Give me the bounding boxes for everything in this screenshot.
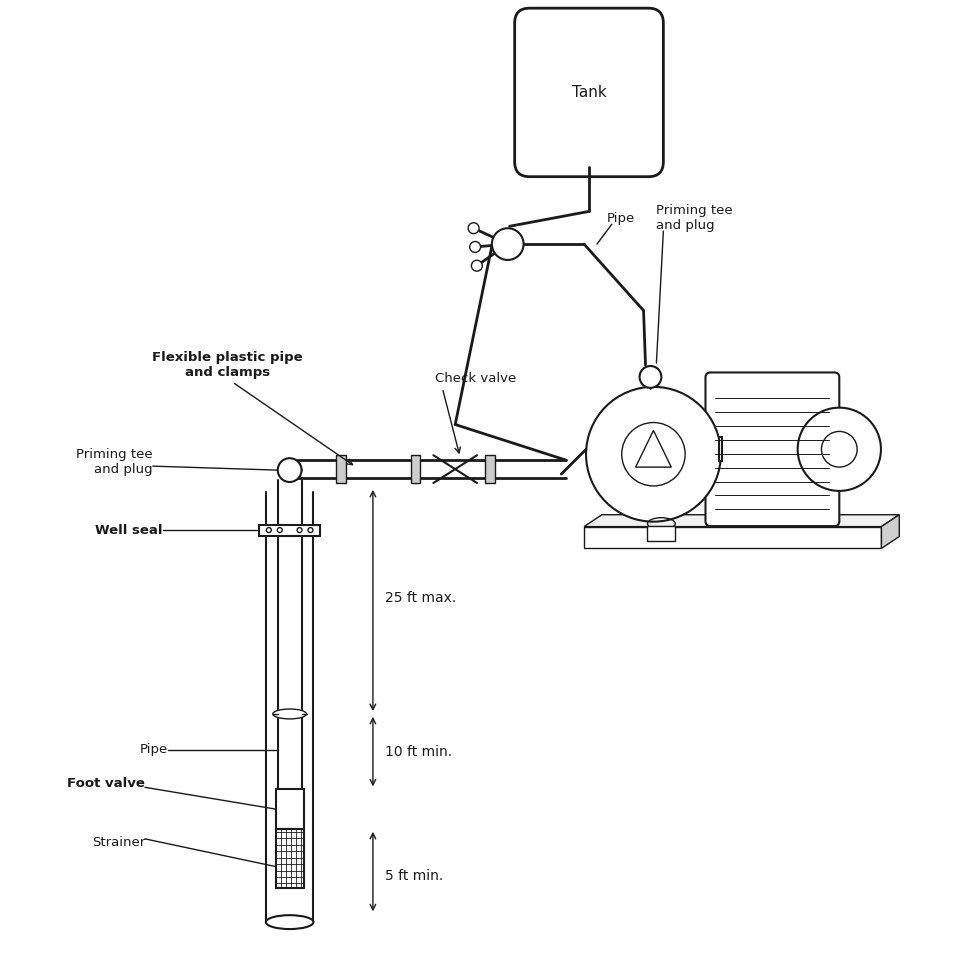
Text: Well seal: Well seal: [95, 523, 163, 537]
Bar: [275, 829, 303, 889]
FancyBboxPatch shape: [514, 8, 662, 176]
Circle shape: [266, 527, 271, 532]
Text: Foot valve: Foot valve: [67, 777, 145, 790]
Circle shape: [308, 527, 313, 532]
Circle shape: [471, 260, 482, 271]
Polygon shape: [881, 515, 899, 549]
Circle shape: [296, 527, 302, 532]
Bar: [647, 525, 675, 542]
Bar: [335, 455, 346, 483]
Bar: [410, 455, 420, 483]
Text: Pipe: Pipe: [139, 743, 168, 756]
Text: Priming tee
and plug: Priming tee and plug: [76, 448, 152, 476]
Bar: [258, 524, 320, 536]
Text: Tank: Tank: [571, 85, 606, 100]
Circle shape: [797, 408, 880, 491]
Circle shape: [468, 223, 478, 233]
Ellipse shape: [273, 709, 306, 719]
Circle shape: [492, 228, 523, 260]
Text: Priming tee
and plug: Priming tee and plug: [656, 204, 732, 232]
Text: Pipe: Pipe: [606, 212, 635, 225]
FancyBboxPatch shape: [705, 372, 839, 526]
Text: Flexible plastic pipe
and clamps: Flexible plastic pipe and clamps: [152, 351, 302, 379]
Circle shape: [639, 366, 660, 388]
Text: 5 ft min.: 5 ft min.: [384, 869, 442, 882]
Text: Check valve: Check valve: [435, 372, 517, 385]
Circle shape: [277, 458, 301, 482]
Text: 10 ft min.: 10 ft min.: [384, 744, 452, 759]
Bar: [719, 438, 721, 461]
Circle shape: [585, 387, 720, 522]
Text: Strainer: Strainer: [91, 837, 145, 849]
Circle shape: [277, 527, 282, 532]
Circle shape: [469, 242, 480, 253]
Ellipse shape: [281, 461, 297, 477]
Bar: [583, 526, 881, 549]
Text: 25 ft max.: 25 ft max.: [384, 591, 456, 605]
Ellipse shape: [266, 915, 314, 929]
Bar: [275, 790, 303, 829]
Polygon shape: [583, 515, 899, 526]
Bar: [484, 455, 495, 483]
